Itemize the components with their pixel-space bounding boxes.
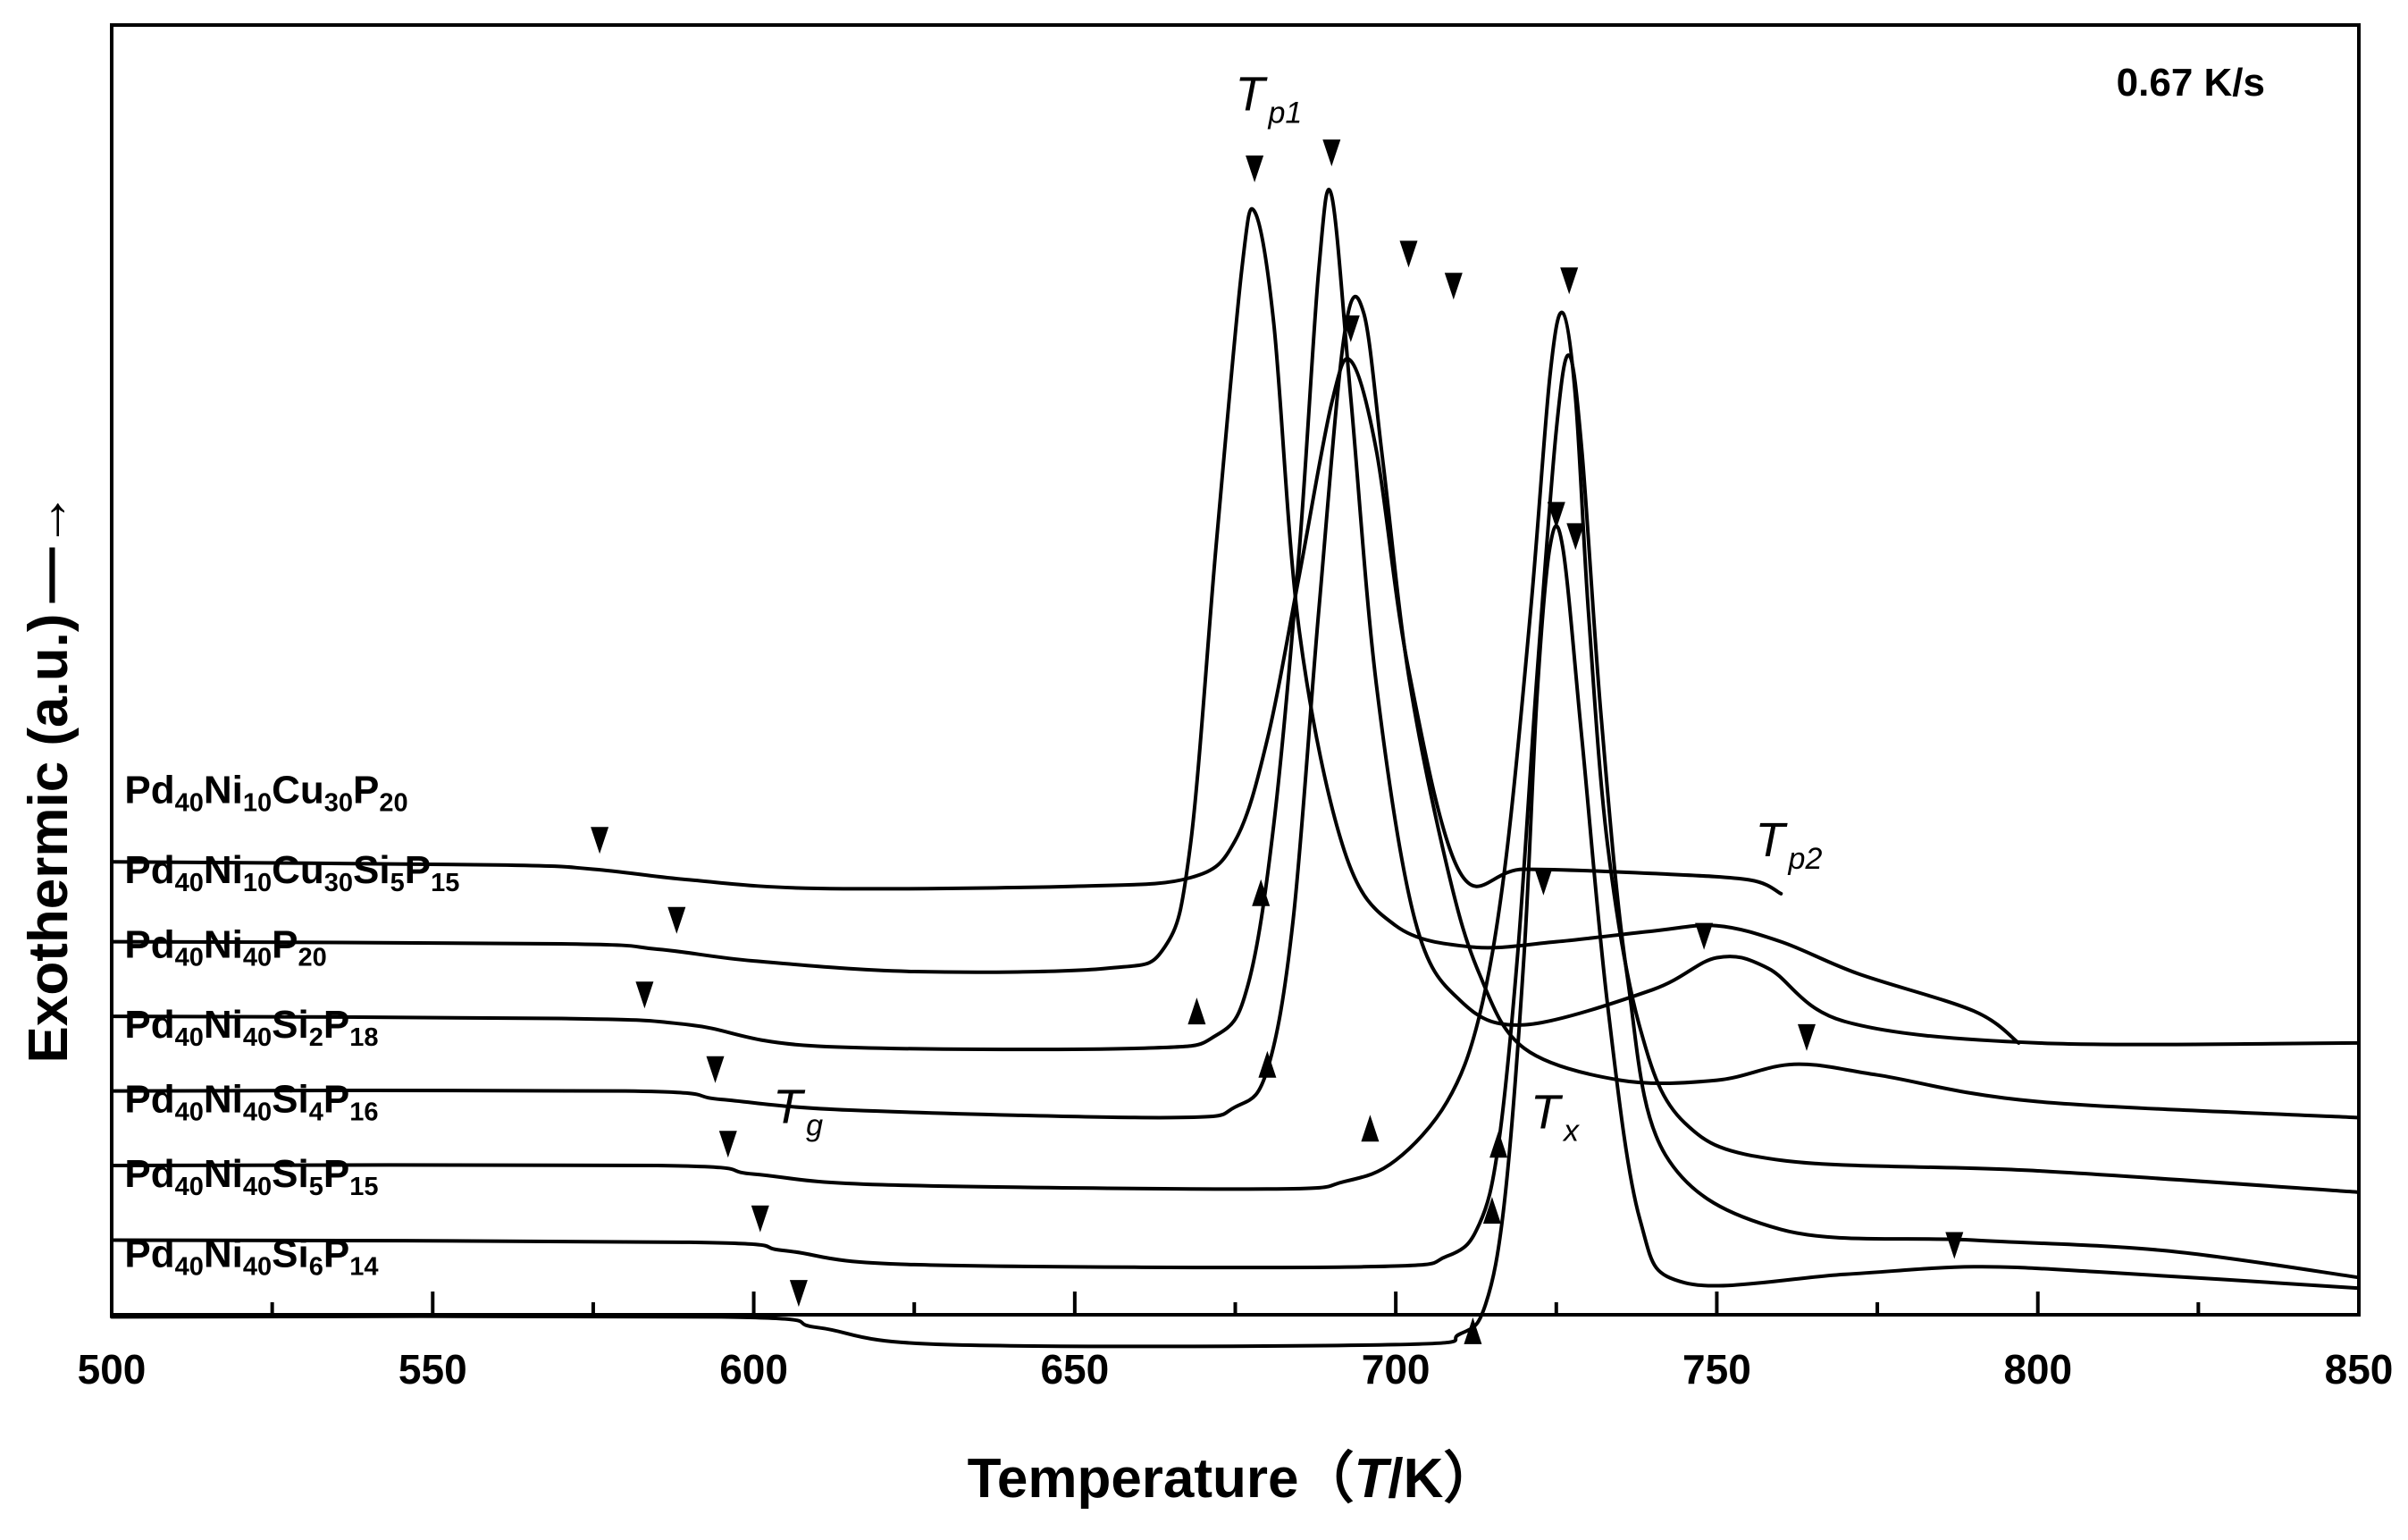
marker-down-pd40ni10cu30p20-2 [1534,868,1553,896]
marker-up-pd40ni40si6p14-2 [1464,1317,1482,1344]
series-line-pd40ni10cu30p20 [110,357,1783,896]
marker-down-pd40ni10cu30si5p15-1 [1246,156,1264,182]
series-line-pd40ni10cu30si5p15 [110,206,2021,1045]
marker-up-pd40ni40si6p14-4 [1489,1131,1508,1158]
marker-up-pd40ni40p20-2 [1187,997,1206,1025]
marker-down-pd40ni40p20-1 [1322,139,1341,167]
x-axis-label: Temperature（T/K） [968,1447,1499,1510]
series-label-pd40ni40si5p15: Pd40Ni40Si5P15 [124,1152,378,1201]
series-line-pd40ni40si4p16 [110,310,2361,1194]
y-axis-label: Exothermic (a.u.)—→ [18,492,80,1064]
marker-down-pd40ni10cu30si5p15-0 [667,906,686,934]
marker-down-pd40ni10cu30si5p15-3 [1695,922,1714,950]
marker-down-pd40ni40si5p15-1 [1566,523,1585,551]
x-tick-label-800: 800 [2003,1346,2072,1393]
x-tick-label-650: 650 [1040,1346,1109,1393]
x-axis-ticks [110,1292,2361,1315]
x-tick-label-500: 500 [78,1346,147,1393]
marker-down-pd40ni40si4p16-1 [1560,267,1579,295]
marker-down-pd40ni10cu30p20-0 [591,827,609,854]
marker-down-pd40ni10cu30p20-1 [1341,315,1360,342]
x-tick-label-700: 700 [1362,1346,1431,1393]
series-line-pd40ni40si6p14 [110,524,2361,1349]
series-line-pd40ni40p20 [110,188,2361,1052]
marker-down-pd40ni40si6p14-1 [1547,501,1565,529]
marker-down-pd40ni40si5p15-0 [751,1205,769,1233]
series-line-pd40ni40si2p18 [110,295,2361,1120]
plot-frame [110,23,2361,1317]
marker-down-pd40ni40si4p16-0 [718,1131,737,1158]
series-label-pd40ni40si2p18: Pd40Ni40Si2P18 [124,1003,378,1052]
marker-up-pd40ni40si4p16-2 [1361,1115,1380,1142]
x-tick-label-850: 850 [2325,1346,2394,1393]
x-tick-label-600: 600 [719,1346,788,1393]
marker-down-pd40ni40si6p14-3 [1945,1232,1964,1259]
series-label-pd40ni40si6p14: Pd40Ni40Si6P14 [124,1232,378,1281]
marker-down-pd40ni40si2p18-3 [1798,1023,1816,1051]
x-tick-label-550: 550 [399,1346,467,1393]
marker-up-pd40ni40si2p18-2 [1258,1050,1277,1078]
marker-down-pd40ni40p20-3 [1399,240,1418,268]
series-line-pd40ni40si5p15 [110,353,2361,1280]
series-label-pd40ni10cu30si5p15: Pd40Ni10Cu30Si5P15 [124,848,459,897]
marker-down-pd40ni40si2p18-1 [1444,273,1463,300]
series-label-pd40ni40p20: Pd40Ni40P20 [124,922,326,972]
rate-label: 0.67 K/s [2117,61,2265,105]
series-label-pd40ni40si4p16: Pd40Ni40Si4P16 [124,1077,378,1126]
x-tick-labels: 500 550 600 650 700 750 800 850 [78,1346,2394,1393]
x-tick-label-750: 750 [1682,1346,1751,1393]
marker-up-pd40ni10cu30si5p15-2 [1252,879,1271,906]
marker-up-pd40ni40si5p15-2 [1482,1197,1501,1224]
marker-down-pd40ni40si6p14-0 [789,1280,808,1308]
series-labels: Pd40Ni10Cu30P20 Pd40Ni10Cu30Si5P15 Pd40Ni4… [124,769,459,1281]
curves-layer [110,188,2361,1349]
marker-down-pd40ni40p20-0 [635,981,654,1009]
markers-layer [591,139,1964,1344]
series-label-pd40ni10cu30p20: Pd40Ni10Cu30P20 [124,769,407,818]
marker-down-pd40ni40si2p18-0 [706,1056,725,1083]
